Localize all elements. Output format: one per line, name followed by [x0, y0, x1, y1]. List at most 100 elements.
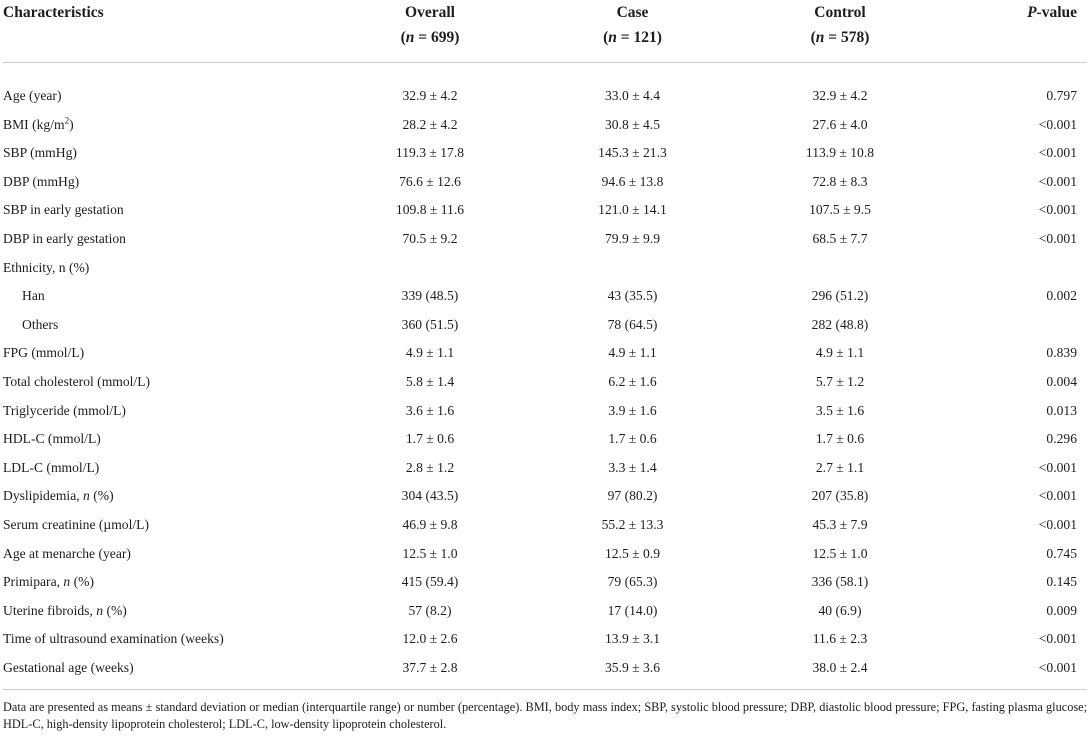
- cell-control: 11.6 ± 2.3: [812, 631, 868, 647]
- header-characteristics-label: Characteristics: [3, 4, 104, 21]
- row-label: Others: [22, 316, 59, 332]
- row-label: FPG (mmol/L): [3, 345, 85, 361]
- table-row: Age at menarche (year) 12.5 ± 1.0 12.5 ±…: [3, 540, 1087, 569]
- cell-p-value: <0.001: [1038, 659, 1077, 675]
- cell-p-value: 0.002: [1046, 288, 1077, 304]
- cell-p-value: 0.009: [1046, 602, 1077, 618]
- cell-case: 3.3 ± 1.4: [608, 459, 657, 475]
- row-label: Age at menarche (year): [3, 545, 131, 561]
- cell-p-value: 0.296: [1046, 431, 1077, 447]
- cell-overall: 304 (43.5): [401, 488, 459, 504]
- cell-control: 32.9 ± 4.2: [812, 88, 868, 103]
- cell-control: 282 (48.8): [811, 316, 869, 332]
- row-label: SBP in early gestation: [3, 202, 124, 218]
- cell-case: 79.9 ± 9.9: [604, 230, 661, 246]
- table-row: Age (year) 32.9 ± 4.2 33.0 ± 4.4 32.9 ± …: [3, 63, 1087, 111]
- row-label: Total cholesterol (mmol/L): [3, 373, 151, 389]
- cell-case: 1.7 ± 0.6: [608, 431, 657, 447]
- cell-p-value: <0.001: [1038, 230, 1077, 246]
- cell-p-value: <0.001: [1038, 516, 1077, 532]
- cell-case: 121.0 ± 14.1: [598, 202, 667, 218]
- table-row: HDL-C (mmol/L) 1.7 ± 0.6 1.7 ± 0.6 1.7 ±…: [3, 425, 1087, 454]
- cell-control: 2.7 ± 1.1: [815, 459, 865, 475]
- cell-control: 5.7 ± 1.2: [815, 373, 865, 389]
- cell-case: 145.3 ± 21.3: [598, 145, 667, 161]
- row-label: Time of ultrasound examination (weeks): [3, 631, 224, 647]
- table-row: Triglyceride (mmol/L) 3.6 ± 1.6 3.9 ± 1.…: [3, 397, 1087, 426]
- column-header-control: Control (n = 578): [735, 0, 945, 63]
- cell-overall: 360 (51.5): [401, 316, 459, 332]
- table-body: Age (year) 32.9 ± 4.2 33.0 ± 4.4 32.9 ± …: [3, 63, 1087, 690]
- cell-case: 79 (65.3): [607, 574, 658, 590]
- table-row: Gestational age (weeks) 37.7 ± 2.8 35.9 …: [3, 654, 1087, 690]
- cell-case: 17 (14.0): [607, 602, 658, 618]
- cell-overall: 5.8 ± 1.4: [405, 373, 455, 389]
- cell-case: 55.2 ± 13.3: [601, 516, 664, 532]
- cell-control: 68.5 ± 7.7: [812, 230, 868, 246]
- cell-control: 72.8 ± 8.3: [812, 173, 868, 189]
- cell-p-value: <0.001: [1038, 459, 1077, 475]
- table-row: Time of ultrasound examination (weeks) 1…: [3, 625, 1087, 654]
- column-header-p-value: P-value: [945, 0, 1087, 63]
- header-control-n: (n = 578): [810, 29, 870, 46]
- cell-p-value: 0.797: [1046, 88, 1077, 103]
- cell-case: 30.8 ± 4.5: [604, 116, 661, 132]
- header-case-n: (n = 121): [603, 29, 662, 46]
- cell-overall: 415 (59.4): [401, 574, 459, 590]
- row-label: Ethnicity, n (%): [3, 259, 90, 275]
- row-label: Triglyceride (mmol/L): [3, 402, 126, 418]
- row-label: Primipara, n (%): [3, 574, 94, 590]
- cell-control: 3.5 ± 1.6: [815, 402, 865, 418]
- column-header-characteristics: Characteristics: [3, 0, 330, 63]
- cell-overall: 76.6 ± 12.6: [399, 173, 461, 189]
- table-row: Uterine fibroids, n (%) 57 (8.2) 17 (14.…: [3, 597, 1087, 626]
- cell-p-value: 0.004: [1046, 373, 1077, 389]
- cell-p-value: 0.745: [1046, 545, 1077, 561]
- cell-p-value: 0.839: [1046, 345, 1077, 361]
- cell-control: 38.0 ± 2.4: [812, 659, 868, 675]
- column-header-case: Case (n = 121): [530, 0, 735, 63]
- table-row: Others 360 (51.5) 78 (64.5) 282 (48.8): [3, 311, 1087, 340]
- cell-p-value: <0.001: [1038, 145, 1077, 161]
- row-label: Serum creatinine (µmol/L): [3, 516, 149, 532]
- table-row: Dyslipidemia, n (%) 304 (43.5) 97 (80.2)…: [3, 482, 1087, 511]
- table-row: Primipara, n (%) 415 (59.4) 79 (65.3) 33…: [3, 568, 1087, 597]
- row-label: HDL-C (mmol/L): [3, 431, 101, 447]
- table-row: LDL-C (mmol/L) 2.8 ± 1.2 3.3 ± 1.4 2.7 ±…: [3, 454, 1087, 483]
- cell-control: 45.3 ± 7.9: [812, 516, 868, 532]
- cell-p-value: [945, 311, 1087, 340]
- cell-case: 4.9 ± 1.1: [608, 345, 657, 361]
- cell-p-value: <0.001: [1038, 202, 1077, 218]
- cell-overall: 3.6 ± 1.6: [405, 402, 455, 418]
- cell-control: 207 (35.8): [811, 488, 869, 504]
- cell-case: 35.9 ± 3.6: [604, 659, 661, 675]
- cell-overall: 119.3 ± 17.8: [395, 145, 465, 161]
- column-header-overall: Overall (n = 699): [330, 0, 530, 63]
- cell-p-value: 0.145: [1046, 574, 1077, 590]
- cell-overall: 4.9 ± 1.1: [405, 345, 455, 361]
- row-label: Age (year): [3, 88, 62, 103]
- cell-control: 27.6 ± 4.0: [812, 116, 868, 132]
- row-label: DBP (mmHg): [3, 173, 80, 189]
- cell-p-value: <0.001: [1038, 173, 1077, 189]
- cell-control: 1.7 ± 0.6: [815, 431, 865, 447]
- cell-p-value: 0.013: [1046, 402, 1077, 418]
- characteristics-table: Characteristics Overall (n = 699) Case (…: [3, 0, 1087, 691]
- cell-case: 97 (80.2): [607, 488, 658, 504]
- table-row: Ethnicity, n (%): [3, 254, 1087, 283]
- cell-overall: [330, 254, 530, 283]
- cell-control: 336 (58.1): [811, 574, 869, 590]
- table-header-row: Characteristics Overall (n = 699) Case (…: [3, 0, 1087, 63]
- cell-control: 4.9 ± 1.1: [815, 345, 865, 361]
- cell-overall: 109.8 ± 11.6: [395, 202, 465, 218]
- table-row: Total cholesterol (mmol/L) 5.8 ± 1.4 6.2…: [3, 368, 1087, 397]
- cell-control: 40 (6.9): [818, 602, 862, 618]
- table-row: SBP in early gestation 109.8 ± 11.6 121.…: [3, 196, 1087, 225]
- cell-p-value: <0.001: [1038, 488, 1077, 504]
- cell-overall: 32.9 ± 4.2: [402, 88, 458, 103]
- cell-overall: 2.8 ± 1.2: [405, 459, 455, 475]
- cell-control: [735, 254, 945, 283]
- row-label: Gestational age (weeks): [3, 659, 134, 675]
- cell-control: 113.9 ± 10.8: [805, 145, 875, 161]
- cell-overall: 1.7 ± 0.6: [405, 431, 455, 447]
